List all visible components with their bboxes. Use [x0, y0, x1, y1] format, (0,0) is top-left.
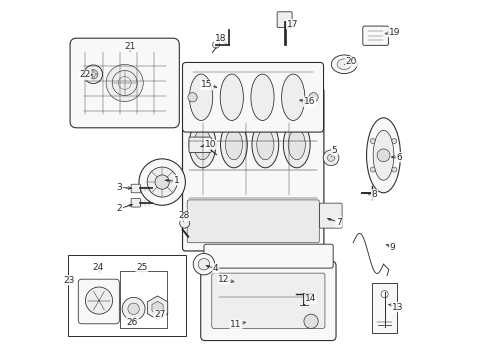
- Text: 2: 2: [116, 204, 132, 213]
- Ellipse shape: [189, 121, 215, 168]
- Circle shape: [139, 159, 185, 205]
- Text: 16: 16: [299, 97, 315, 106]
- Text: 23: 23: [63, 276, 75, 285]
- FancyBboxPatch shape: [212, 273, 324, 328]
- Circle shape: [106, 64, 143, 102]
- FancyBboxPatch shape: [131, 184, 140, 193]
- Circle shape: [391, 167, 396, 172]
- Text: 21: 21: [124, 42, 136, 52]
- Bar: [371, 283, 396, 333]
- Text: 26: 26: [127, 317, 138, 327]
- Circle shape: [193, 253, 214, 275]
- FancyBboxPatch shape: [200, 261, 335, 341]
- Circle shape: [303, 314, 318, 328]
- Text: 4: 4: [206, 264, 218, 273]
- Text: 7: 7: [327, 217, 341, 227]
- Text: 11: 11: [230, 320, 245, 330]
- Text: 8: 8: [366, 190, 377, 199]
- Text: 27: 27: [154, 310, 165, 320]
- Text: 17: 17: [285, 20, 298, 29]
- Circle shape: [84, 65, 102, 84]
- Text: 3: 3: [116, 183, 131, 192]
- Text: 15: 15: [201, 80, 216, 90]
- Text: 18: 18: [214, 34, 226, 44]
- FancyBboxPatch shape: [187, 200, 318, 243]
- Bar: [120, 271, 166, 328]
- Ellipse shape: [366, 118, 400, 193]
- Circle shape: [147, 167, 177, 197]
- Circle shape: [322, 150, 338, 166]
- Ellipse shape: [283, 121, 309, 168]
- Polygon shape: [151, 301, 163, 314]
- Text: 25: 25: [136, 262, 147, 272]
- Ellipse shape: [220, 74, 243, 120]
- FancyBboxPatch shape: [319, 203, 341, 228]
- Circle shape: [122, 297, 145, 320]
- Circle shape: [327, 154, 334, 161]
- Text: 5: 5: [331, 146, 337, 156]
- Circle shape: [308, 92, 318, 102]
- FancyBboxPatch shape: [70, 38, 179, 128]
- Text: 9: 9: [385, 242, 394, 252]
- Text: 13: 13: [388, 302, 403, 312]
- Circle shape: [198, 258, 209, 270]
- Text: 12: 12: [218, 275, 233, 284]
- Ellipse shape: [252, 121, 278, 168]
- Text: 10: 10: [201, 140, 216, 149]
- Circle shape: [377, 149, 389, 162]
- Text: 22: 22: [79, 70, 92, 80]
- Circle shape: [369, 167, 375, 172]
- Circle shape: [155, 175, 169, 189]
- Ellipse shape: [220, 121, 247, 168]
- FancyBboxPatch shape: [189, 137, 211, 152]
- FancyBboxPatch shape: [131, 198, 140, 207]
- Text: 14: 14: [303, 294, 316, 303]
- Circle shape: [391, 139, 396, 144]
- Ellipse shape: [281, 74, 304, 120]
- Text: 1: 1: [166, 176, 179, 185]
- Ellipse shape: [250, 74, 273, 120]
- Circle shape: [128, 303, 139, 315]
- FancyBboxPatch shape: [182, 88, 323, 251]
- Circle shape: [187, 92, 197, 102]
- Ellipse shape: [189, 74, 212, 120]
- Circle shape: [85, 287, 112, 314]
- FancyBboxPatch shape: [276, 12, 291, 27]
- Circle shape: [369, 139, 375, 144]
- Circle shape: [89, 70, 98, 79]
- Ellipse shape: [372, 130, 393, 180]
- Ellipse shape: [225, 129, 242, 160]
- Text: 19: 19: [384, 27, 399, 37]
- Text: 6: 6: [391, 152, 402, 162]
- Ellipse shape: [194, 129, 211, 160]
- Text: 20: 20: [344, 57, 356, 66]
- Text: 28: 28: [178, 211, 189, 221]
- Bar: [67, 255, 186, 336]
- FancyBboxPatch shape: [182, 62, 323, 132]
- Circle shape: [212, 41, 219, 48]
- Polygon shape: [147, 296, 167, 320]
- Circle shape: [179, 218, 189, 228]
- Ellipse shape: [336, 59, 351, 70]
- Ellipse shape: [287, 129, 305, 160]
- Ellipse shape: [256, 129, 273, 160]
- Ellipse shape: [331, 55, 356, 74]
- FancyBboxPatch shape: [362, 26, 388, 45]
- FancyBboxPatch shape: [204, 244, 333, 268]
- Text: 24: 24: [92, 263, 103, 273]
- FancyBboxPatch shape: [78, 279, 119, 324]
